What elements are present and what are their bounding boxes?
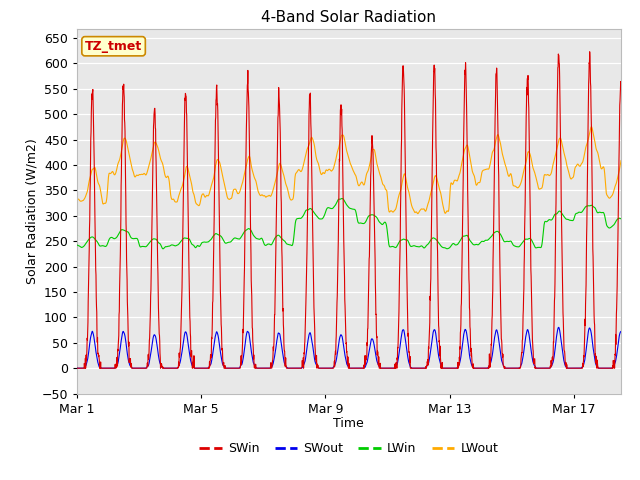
Text: TZ_tmet: TZ_tmet (85, 40, 142, 53)
Legend: SWin, SWout, LWin, LWout: SWin, SWout, LWin, LWout (195, 437, 503, 460)
X-axis label: Time: Time (333, 417, 364, 430)
Y-axis label: Solar Radiation (W/m2): Solar Radiation (W/m2) (26, 138, 38, 284)
Title: 4-Band Solar Radiation: 4-Band Solar Radiation (261, 10, 436, 25)
